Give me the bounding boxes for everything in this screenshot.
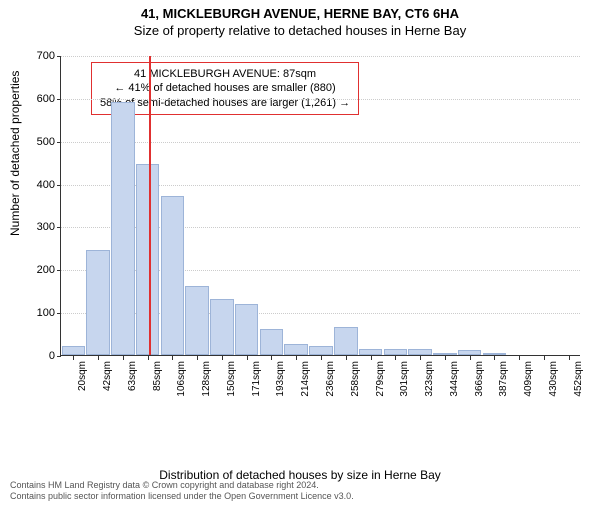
footer-attribution: Contains HM Land Registry data © Crown c… — [10, 480, 354, 502]
xtick-label: 387sqm — [498, 361, 509, 397]
histogram-bar — [433, 353, 457, 355]
annotation-line3: 58% of semi-detached houses are larger (… — [100, 96, 350, 110]
xtick-label: 193sqm — [275, 361, 286, 397]
xtick-mark — [519, 356, 520, 360]
xtick-label: 106sqm — [176, 361, 187, 397]
xtick-label: 279sqm — [375, 361, 386, 397]
plot-region: 41 MICKLEBURGH AVENUE: 87sqm ← 41% of de… — [60, 56, 580, 356]
xtick-mark — [445, 356, 446, 360]
xtick-label: 344sqm — [449, 361, 460, 397]
histogram-bar — [235, 304, 259, 355]
histogram-bar — [384, 349, 408, 355]
xtick-mark — [494, 356, 495, 360]
xtick-label: 323sqm — [424, 361, 435, 397]
histogram-bar — [185, 286, 209, 355]
footer-line2: Contains public sector information licen… — [10, 491, 354, 502]
xtick-label: 236sqm — [325, 361, 336, 397]
annotation-line1: 41 MICKLEBURGH AVENUE: 87sqm — [100, 67, 350, 81]
xtick-label: 20sqm — [77, 361, 88, 391]
xtick-mark — [148, 356, 149, 360]
xtick-mark — [395, 356, 396, 360]
ytick-label: 500 — [31, 136, 61, 148]
histogram-bar — [136, 164, 160, 355]
histogram-bar — [111, 102, 135, 355]
xtick-label: 366sqm — [474, 361, 485, 397]
histogram-bar — [62, 346, 86, 355]
xtick-label: 409sqm — [523, 361, 534, 397]
ytick-label: 600 — [31, 93, 61, 105]
xtick-label: 42sqm — [102, 361, 113, 391]
histogram-bar — [86, 250, 110, 355]
ytick-label: 100 — [31, 307, 61, 319]
xtick-mark — [222, 356, 223, 360]
reference-line — [149, 56, 151, 355]
xtick-label: 452sqm — [573, 361, 584, 397]
histogram-bar — [334, 327, 358, 355]
xtick-label: 128sqm — [201, 361, 212, 397]
gridline — [61, 56, 580, 57]
chart-area: 41 MICKLEBURGH AVENUE: 87sqm ← 41% of de… — [60, 56, 580, 416]
xtick-label: 150sqm — [226, 361, 237, 397]
page-subtitle: Size of property relative to detached ho… — [0, 23, 600, 38]
xtick-mark — [73, 356, 74, 360]
ytick-label: 300 — [31, 221, 61, 233]
histogram-bar — [458, 350, 482, 355]
page-title: 41, MICKLEBURGH AVENUE, HERNE BAY, CT6 6… — [0, 6, 600, 21]
xtick-mark — [172, 356, 173, 360]
histogram-bar — [284, 344, 308, 355]
histogram-bar — [309, 346, 333, 355]
xtick-mark — [420, 356, 421, 360]
histogram-bar — [408, 349, 432, 355]
xtick-mark — [321, 356, 322, 360]
xtick-mark — [98, 356, 99, 360]
ytick-label: 200 — [31, 264, 61, 276]
xtick-mark — [544, 356, 545, 360]
histogram-bar — [359, 349, 383, 355]
ytick-label: 700 — [31, 50, 61, 62]
histogram-bar — [483, 353, 507, 355]
xtick-mark — [123, 356, 124, 360]
xtick-mark — [569, 356, 570, 360]
xtick-mark — [296, 356, 297, 360]
histogram-bar — [210, 299, 234, 355]
xtick-label: 430sqm — [548, 361, 559, 397]
xtick-label: 85sqm — [152, 361, 163, 391]
xtick-label: 301sqm — [399, 361, 410, 397]
xtick-label: 214sqm — [300, 361, 311, 397]
xtick-mark — [470, 356, 471, 360]
gridline — [61, 99, 580, 100]
y-axis-label: Number of detached properties — [8, 71, 22, 236]
xtick-label: 171sqm — [251, 361, 262, 397]
footer-line1: Contains HM Land Registry data © Crown c… — [10, 480, 354, 491]
xtick-label: 258sqm — [350, 361, 361, 397]
gridline — [61, 142, 580, 143]
ytick-label: 400 — [31, 179, 61, 191]
xtick-mark — [371, 356, 372, 360]
xtick-mark — [271, 356, 272, 360]
xtick-mark — [247, 356, 248, 360]
annotation-line2: ← 41% of detached houses are smaller (88… — [100, 81, 350, 95]
histogram-bar — [161, 196, 185, 355]
xtick-label: 63sqm — [127, 361, 138, 391]
ytick-label: 0 — [31, 350, 61, 362]
xtick-mark — [197, 356, 198, 360]
xtick-mark — [346, 356, 347, 360]
histogram-bar — [260, 329, 284, 355]
